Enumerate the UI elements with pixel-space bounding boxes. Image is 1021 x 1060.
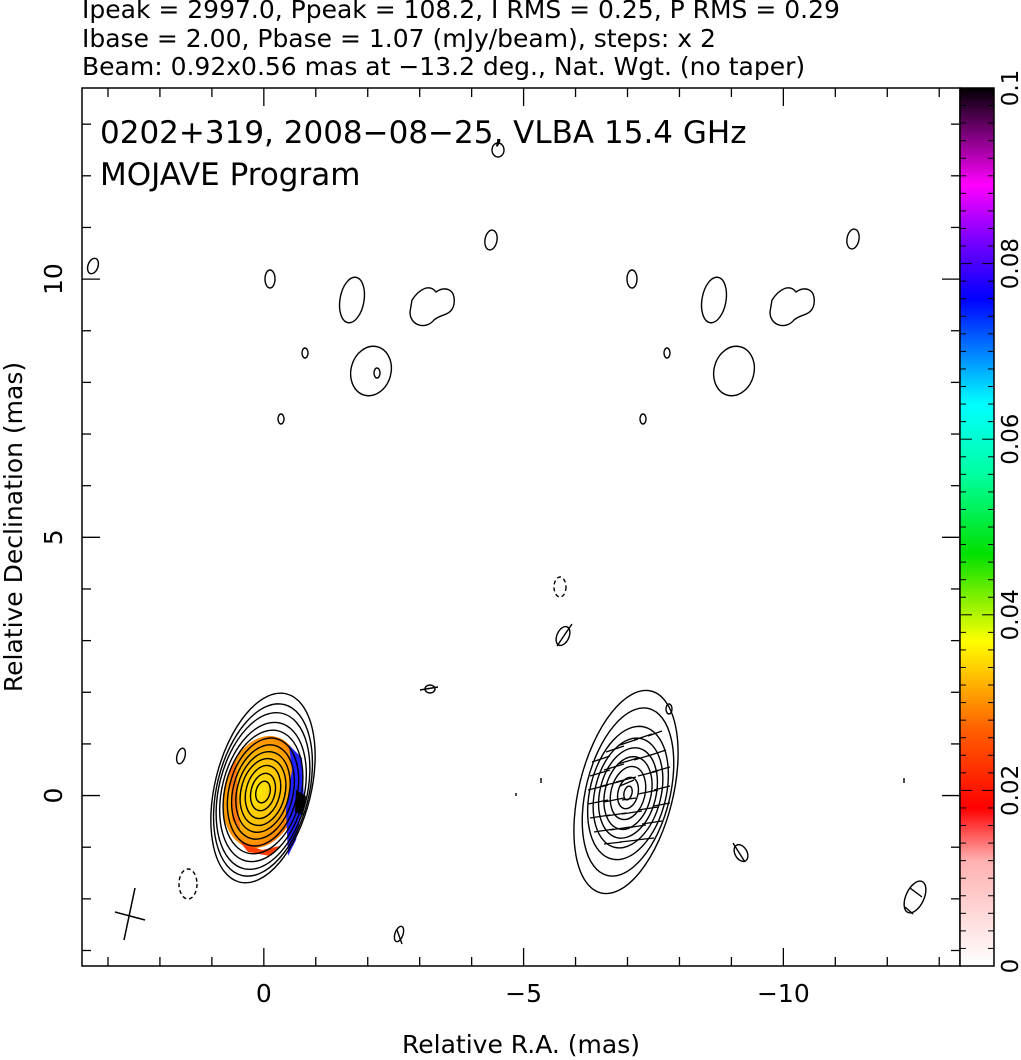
colorbar-tick-label: 0	[998, 959, 1021, 974]
plot-area: 0 −5 −10 0 5 10 0202+319, 2008−08−25, VLBA 1…	[39, 87, 961, 1008]
colorbar-tick-label: 0.1	[998, 70, 1021, 107]
colorbar-tick-label: 0.06	[998, 414, 1021, 465]
colorbar-ticks: 0 0.02 0.04 0.06 0.08 0.1	[960, 70, 1021, 974]
x-tick-label: −10	[757, 979, 810, 1008]
beam-cross	[114, 887, 146, 941]
noise-contours	[86, 142, 927, 945]
x-axis-label: Relative R.A. (mas)	[402, 1030, 640, 1059]
evpa-ticks	[587, 730, 671, 845]
panel-title-line-1: 0202+319, 2008−08−25, VLBA 15.4 GHz	[100, 115, 746, 151]
x-axis-ticks: 0 −5 −10	[107, 88, 940, 1008]
colorbar-tick-label: 0.08	[998, 238, 1021, 289]
colorbar-tick-label: 0.04	[998, 589, 1021, 640]
x-tick-label: 0	[256, 979, 272, 1008]
y-tick-label: 0	[39, 788, 68, 804]
colorbar-tick-label: 0.02	[998, 765, 1021, 816]
y-tick-label: 10	[39, 263, 68, 295]
left-core-contours	[210, 692, 316, 884]
y-axis-label: Relative Declination (mas)	[0, 362, 28, 692]
header-line-3: Beam: 0.92x0.56 mas at −13.2 deg., Nat. …	[82, 52, 805, 81]
y-tick-label: 5	[39, 529, 68, 545]
x-tick-label: −5	[505, 979, 542, 1008]
right-core-contours	[573, 689, 679, 895]
header-line-2: Ibase = 2.00, Pbase = 1.07 (mJy/beam), s…	[82, 24, 716, 53]
colorbar: 0 0.02 0.04 0.06 0.08 0.1	[959, 70, 1021, 974]
panel-title-line-2: MOJAVE Program	[100, 157, 360, 193]
header-line-1: Ipeak = 2997.0, Ppeak = 108.2, I RMS = 0…	[82, 0, 840, 24]
y-axis-ticks: 0 5 10	[39, 123, 960, 952]
plot-frame	[81, 87, 961, 967]
